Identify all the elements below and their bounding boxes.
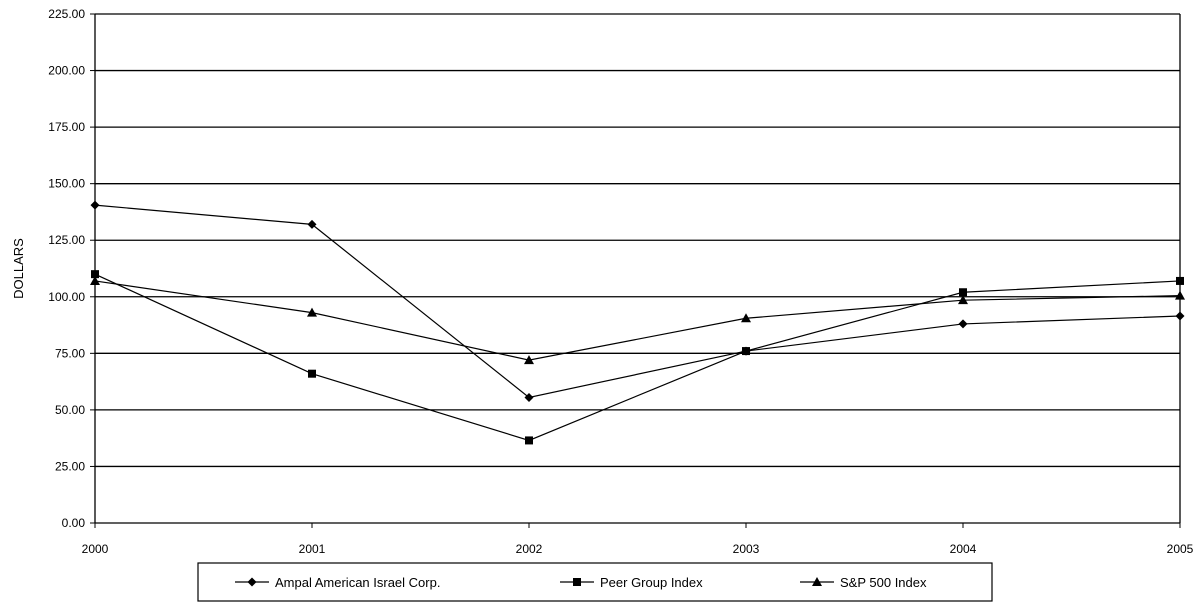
data-point <box>742 347 750 356</box>
legend-marker <box>812 577 822 586</box>
y-tick-label: 50.00 <box>55 403 85 417</box>
x-axis-ticks: 2000 2001 2002 2003 2004 2005 <box>82 542 1194 556</box>
y-tick-label: 125.00 <box>48 233 85 247</box>
data-point <box>91 270 99 279</box>
series-lines <box>90 200 1185 445</box>
y-axis-label: DOLLARS <box>11 238 26 299</box>
data-point <box>525 436 533 445</box>
x-tick-label: 2002 <box>516 542 543 556</box>
x-tick-label: 2003 <box>733 542 760 556</box>
y-tick-label: 225.00 <box>48 7 85 21</box>
legend-marker <box>247 577 257 587</box>
data-point <box>524 392 534 402</box>
x-tick-label: 2001 <box>299 542 326 556</box>
series-line <box>94 273 1181 442</box>
legend-box <box>197 562 993 602</box>
data-point <box>524 355 534 365</box>
x-tick-label: 2004 <box>950 542 977 556</box>
legend-label: S&P 500 Index <box>840 575 927 590</box>
data-point <box>959 288 967 297</box>
data-point <box>90 275 100 285</box>
legend-label: Peer Group Index <box>600 575 703 590</box>
data-point <box>1176 276 1184 285</box>
data-point <box>307 219 317 229</box>
data-point <box>90 200 100 210</box>
legend-label: Ampal American Israel Corp. <box>275 575 440 590</box>
gridlines <box>90 13 1181 528</box>
data-point <box>1175 290 1185 300</box>
x-tick-label: 2000 <box>82 542 109 556</box>
y-tick-label: 100.00 <box>48 290 85 304</box>
data-point <box>741 313 751 323</box>
y-tick-label: 75.00 <box>55 346 85 360</box>
y-tick-label: 0.00 <box>62 516 86 530</box>
y-axis-ticks: 0.00 25.00 50.00 75.00 100.00 125.00 150.00 175… <box>48 7 85 530</box>
x-tick-label: 2005 <box>1167 542 1194 556</box>
data-point <box>958 295 968 305</box>
legend: Ampal American Israel Corp. Peer Group In… <box>197 562 993 602</box>
y-tick-label: 175.00 <box>48 120 85 134</box>
data-point <box>1175 311 1185 321</box>
series-line <box>94 204 1181 399</box>
y-tick-label: 25.00 <box>55 459 85 473</box>
series-line <box>94 280 1181 361</box>
legend-marker <box>573 578 581 586</box>
y-tick-label: 200.00 <box>48 64 85 78</box>
data-point <box>308 369 316 378</box>
data-point <box>958 319 968 329</box>
y-tick-label: 150.00 <box>48 177 85 191</box>
data-point <box>307 307 317 317</box>
